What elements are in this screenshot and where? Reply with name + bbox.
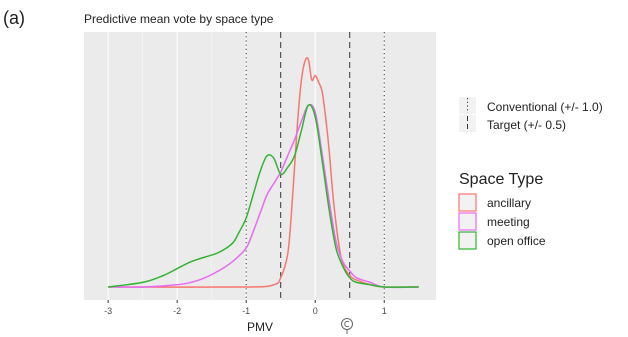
- legend-swatch: [458, 212, 477, 231]
- plot-panel: [84, 32, 436, 300]
- series-legend: ancillary meeting open office: [458, 193, 546, 250]
- legend-title: Space Type: [459, 171, 543, 188]
- legend-swatch: [458, 231, 477, 250]
- x-tick-label: -3: [104, 306, 112, 316]
- series-line-open-office: [108, 104, 419, 288]
- x-tick-label: 0: [313, 306, 318, 316]
- series-line-meeting: [108, 103, 419, 289]
- reference-legend: Conventional (+/- 1.0) Target (+/- 0.5): [459, 97, 603, 132]
- legend-label: open office: [487, 234, 546, 248]
- legend-label: Conventional (+/- 1.0): [487, 100, 603, 114]
- legend-label: meeting: [487, 215, 530, 229]
- legend-swatch: [458, 193, 477, 212]
- chart-title: Predictive mean vote by space type: [84, 12, 274, 26]
- x-tick-label: -1: [242, 306, 250, 316]
- legend-key-bg: [459, 115, 476, 132]
- legend-label: ancillary: [487, 196, 531, 210]
- series-line-ancillary: [108, 56, 419, 288]
- legend-label: Target (+/- 0.5): [487, 118, 566, 132]
- x-tick-label: 1: [382, 306, 387, 316]
- panel-label: (a): [3, 8, 25, 28]
- copyright-icon: [341, 318, 353, 334]
- x-axis-label: PMV: [247, 320, 273, 334]
- reference-lines: [245, 32, 385, 300]
- x-tick-label: -2: [173, 306, 181, 316]
- series-lines: [108, 56, 419, 289]
- x-axis: -3 -2 -1 0 1: [104, 300, 387, 316]
